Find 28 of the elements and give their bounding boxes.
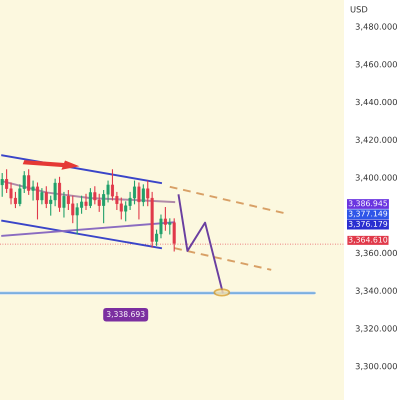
- candlestick: [142, 184, 145, 206]
- candlestick: [32, 180, 35, 201]
- candlestick: [40, 188, 44, 204]
- candlestick: [62, 192, 66, 218]
- candlestick: [88, 188, 92, 208]
- candlestick: [36, 182, 40, 220]
- candlestick: [132, 180, 136, 204]
- candlestick: [14, 192, 17, 208]
- y-tick-label: 3,360.000: [356, 250, 397, 257]
- y-tick-label: 3,460.000: [356, 61, 397, 68]
- y-tick-label: 3,480.000: [356, 23, 397, 31]
- y-tick-label: 3,340.000: [356, 288, 397, 295]
- candlestick: [44, 186, 48, 208]
- candlestick: [84, 194, 88, 210]
- candlestick: [0, 173, 4, 197]
- y-tick-label: 3,420.000: [356, 136, 397, 144]
- y-tick-label: 3,400.000: [356, 174, 397, 182]
- y-tick-label: 3,320.000: [356, 325, 397, 332]
- candlestick: [164, 206, 167, 231]
- y-axis-title: USD: [350, 6, 368, 12]
- candlestick: [137, 182, 140, 220]
- y-tick-label: 3,300.000: [356, 363, 397, 370]
- candlestick: [9, 182, 13, 204]
- candlestick: [168, 218, 172, 235]
- y-tick-label: 3,440.000: [356, 98, 397, 106]
- candlestick: [76, 203, 79, 235]
- candlestick: [27, 169, 30, 195]
- candlestick: [159, 214, 163, 238]
